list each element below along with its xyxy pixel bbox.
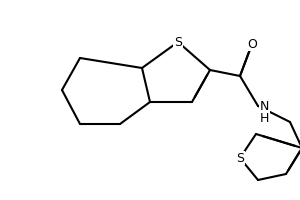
Text: H: H — [260, 112, 269, 124]
Text: S: S — [174, 36, 182, 48]
Text: N: N — [260, 99, 269, 112]
Text: O: O — [247, 38, 257, 50]
Text: S: S — [236, 152, 244, 164]
